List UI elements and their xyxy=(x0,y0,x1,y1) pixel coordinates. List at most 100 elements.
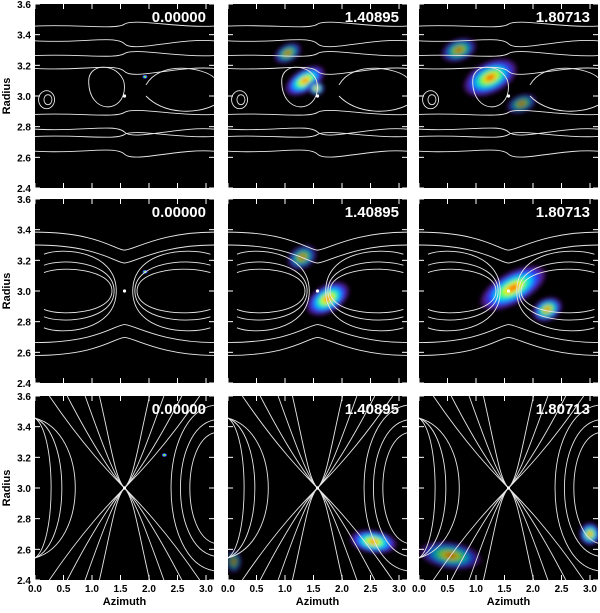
center-point xyxy=(506,486,511,490)
y-tick-label: 2.6 xyxy=(17,348,31,359)
density-blob xyxy=(477,263,550,313)
density-blob xyxy=(347,528,399,555)
contour-line xyxy=(382,432,407,544)
contour-line xyxy=(180,419,214,557)
contour-line xyxy=(236,261,308,292)
contour-line xyxy=(363,404,407,572)
contour-line xyxy=(236,268,306,292)
contour-line xyxy=(228,231,407,251)
contour-line xyxy=(35,417,63,559)
contour-line xyxy=(228,110,407,116)
contour-line xyxy=(134,261,211,292)
contour-line xyxy=(43,290,117,332)
contour-line xyxy=(329,290,404,314)
time-label: 1.40895 xyxy=(345,9,399,26)
contour-line xyxy=(228,417,269,559)
time-label: 1.80713 xyxy=(536,401,590,418)
time-label: 0.00000 xyxy=(152,401,206,418)
contour-line xyxy=(35,417,76,559)
contour-line xyxy=(236,94,246,106)
x-tick-label: 2.0 xyxy=(335,584,349,595)
x-axis-label: Azimuth xyxy=(296,596,340,608)
contour-line xyxy=(35,66,214,75)
contour-line xyxy=(419,66,598,75)
contour-line xyxy=(281,66,318,108)
contour-line xyxy=(228,417,245,559)
contour-line xyxy=(228,149,407,158)
y-axis-label: Radius xyxy=(1,78,13,115)
time-label: 1.40895 xyxy=(345,204,399,221)
contour-line xyxy=(419,132,598,138)
x-tick-label: 3.0 xyxy=(583,584,597,595)
center-point xyxy=(122,486,127,490)
contour-line xyxy=(231,90,249,110)
contour-line xyxy=(427,94,437,106)
contour-line xyxy=(427,261,499,292)
contour-line xyxy=(228,336,407,356)
contour-line xyxy=(325,290,404,332)
y-tick-label: 2.6 xyxy=(17,545,31,556)
y-tick-label: 2.8 xyxy=(17,515,31,526)
contour-line xyxy=(419,149,598,158)
density-blob xyxy=(304,280,351,318)
x-tick-label: 1.5 xyxy=(307,584,321,595)
contour-line xyxy=(145,95,214,112)
y-tick-label: 2.8 xyxy=(17,318,31,329)
y-tick-label: 3.0 xyxy=(17,92,31,103)
contour-line xyxy=(427,290,501,332)
contour-line xyxy=(419,336,598,356)
contour-line xyxy=(419,51,598,57)
y-tick-label: 3.4 xyxy=(17,423,31,434)
contour-line xyxy=(427,290,497,314)
contour-line xyxy=(136,268,211,292)
x-tick-label: 1.0 xyxy=(85,584,99,595)
time-label: 0.00000 xyxy=(152,9,206,26)
panel-r1-c3: 1.80713 xyxy=(418,3,598,189)
contour-line xyxy=(529,95,598,112)
contour-line xyxy=(427,268,497,292)
density-blob xyxy=(307,80,325,96)
x-tick-label: 0.5 xyxy=(57,584,71,595)
center-point xyxy=(506,289,511,293)
contour-line xyxy=(35,149,214,158)
contour-line xyxy=(228,21,407,28)
contour-line xyxy=(136,290,211,314)
x-tick-label: 1.5 xyxy=(498,584,512,595)
y-tick-label: 3.4 xyxy=(17,31,31,42)
contour-line xyxy=(373,419,407,557)
contour-line xyxy=(43,94,53,106)
y-tick-label: 3.6 xyxy=(17,195,31,206)
contour-line xyxy=(419,417,447,559)
center-point xyxy=(315,289,320,293)
contour-line xyxy=(132,250,211,292)
center-point xyxy=(315,94,320,98)
contour-line xyxy=(88,66,125,108)
y-tick-label: 3.2 xyxy=(17,256,31,267)
x-tick-label: 1.0 xyxy=(278,584,292,595)
x-tick-label: 2.0 xyxy=(142,584,156,595)
contour-line xyxy=(419,324,598,343)
contour-line xyxy=(43,290,113,314)
contour-line xyxy=(189,432,214,544)
contour-line xyxy=(518,261,595,292)
density-blob xyxy=(228,549,243,574)
contour-line xyxy=(228,324,407,343)
contour-line xyxy=(236,290,310,332)
panel-r2-c3: 1.80713 xyxy=(418,198,598,384)
contour-line xyxy=(472,66,509,108)
contour-line xyxy=(145,67,214,86)
time-label: 1.80713 xyxy=(536,204,590,221)
x-axis-label: Azimuth xyxy=(487,596,531,608)
center-point xyxy=(122,94,127,98)
contour-line xyxy=(419,417,460,559)
y-tick-label: 3.4 xyxy=(17,226,31,237)
y-tick-label: 3.2 xyxy=(17,61,31,72)
x-tick-label: 3.0 xyxy=(199,584,213,595)
contour-line xyxy=(236,250,310,292)
y-tick-label: 2.4 xyxy=(17,184,31,195)
contour-line xyxy=(35,21,214,28)
y-tick-label: 3.0 xyxy=(17,287,31,298)
contour-line xyxy=(419,231,598,251)
contour-line xyxy=(327,261,404,292)
contour-line xyxy=(516,290,595,332)
